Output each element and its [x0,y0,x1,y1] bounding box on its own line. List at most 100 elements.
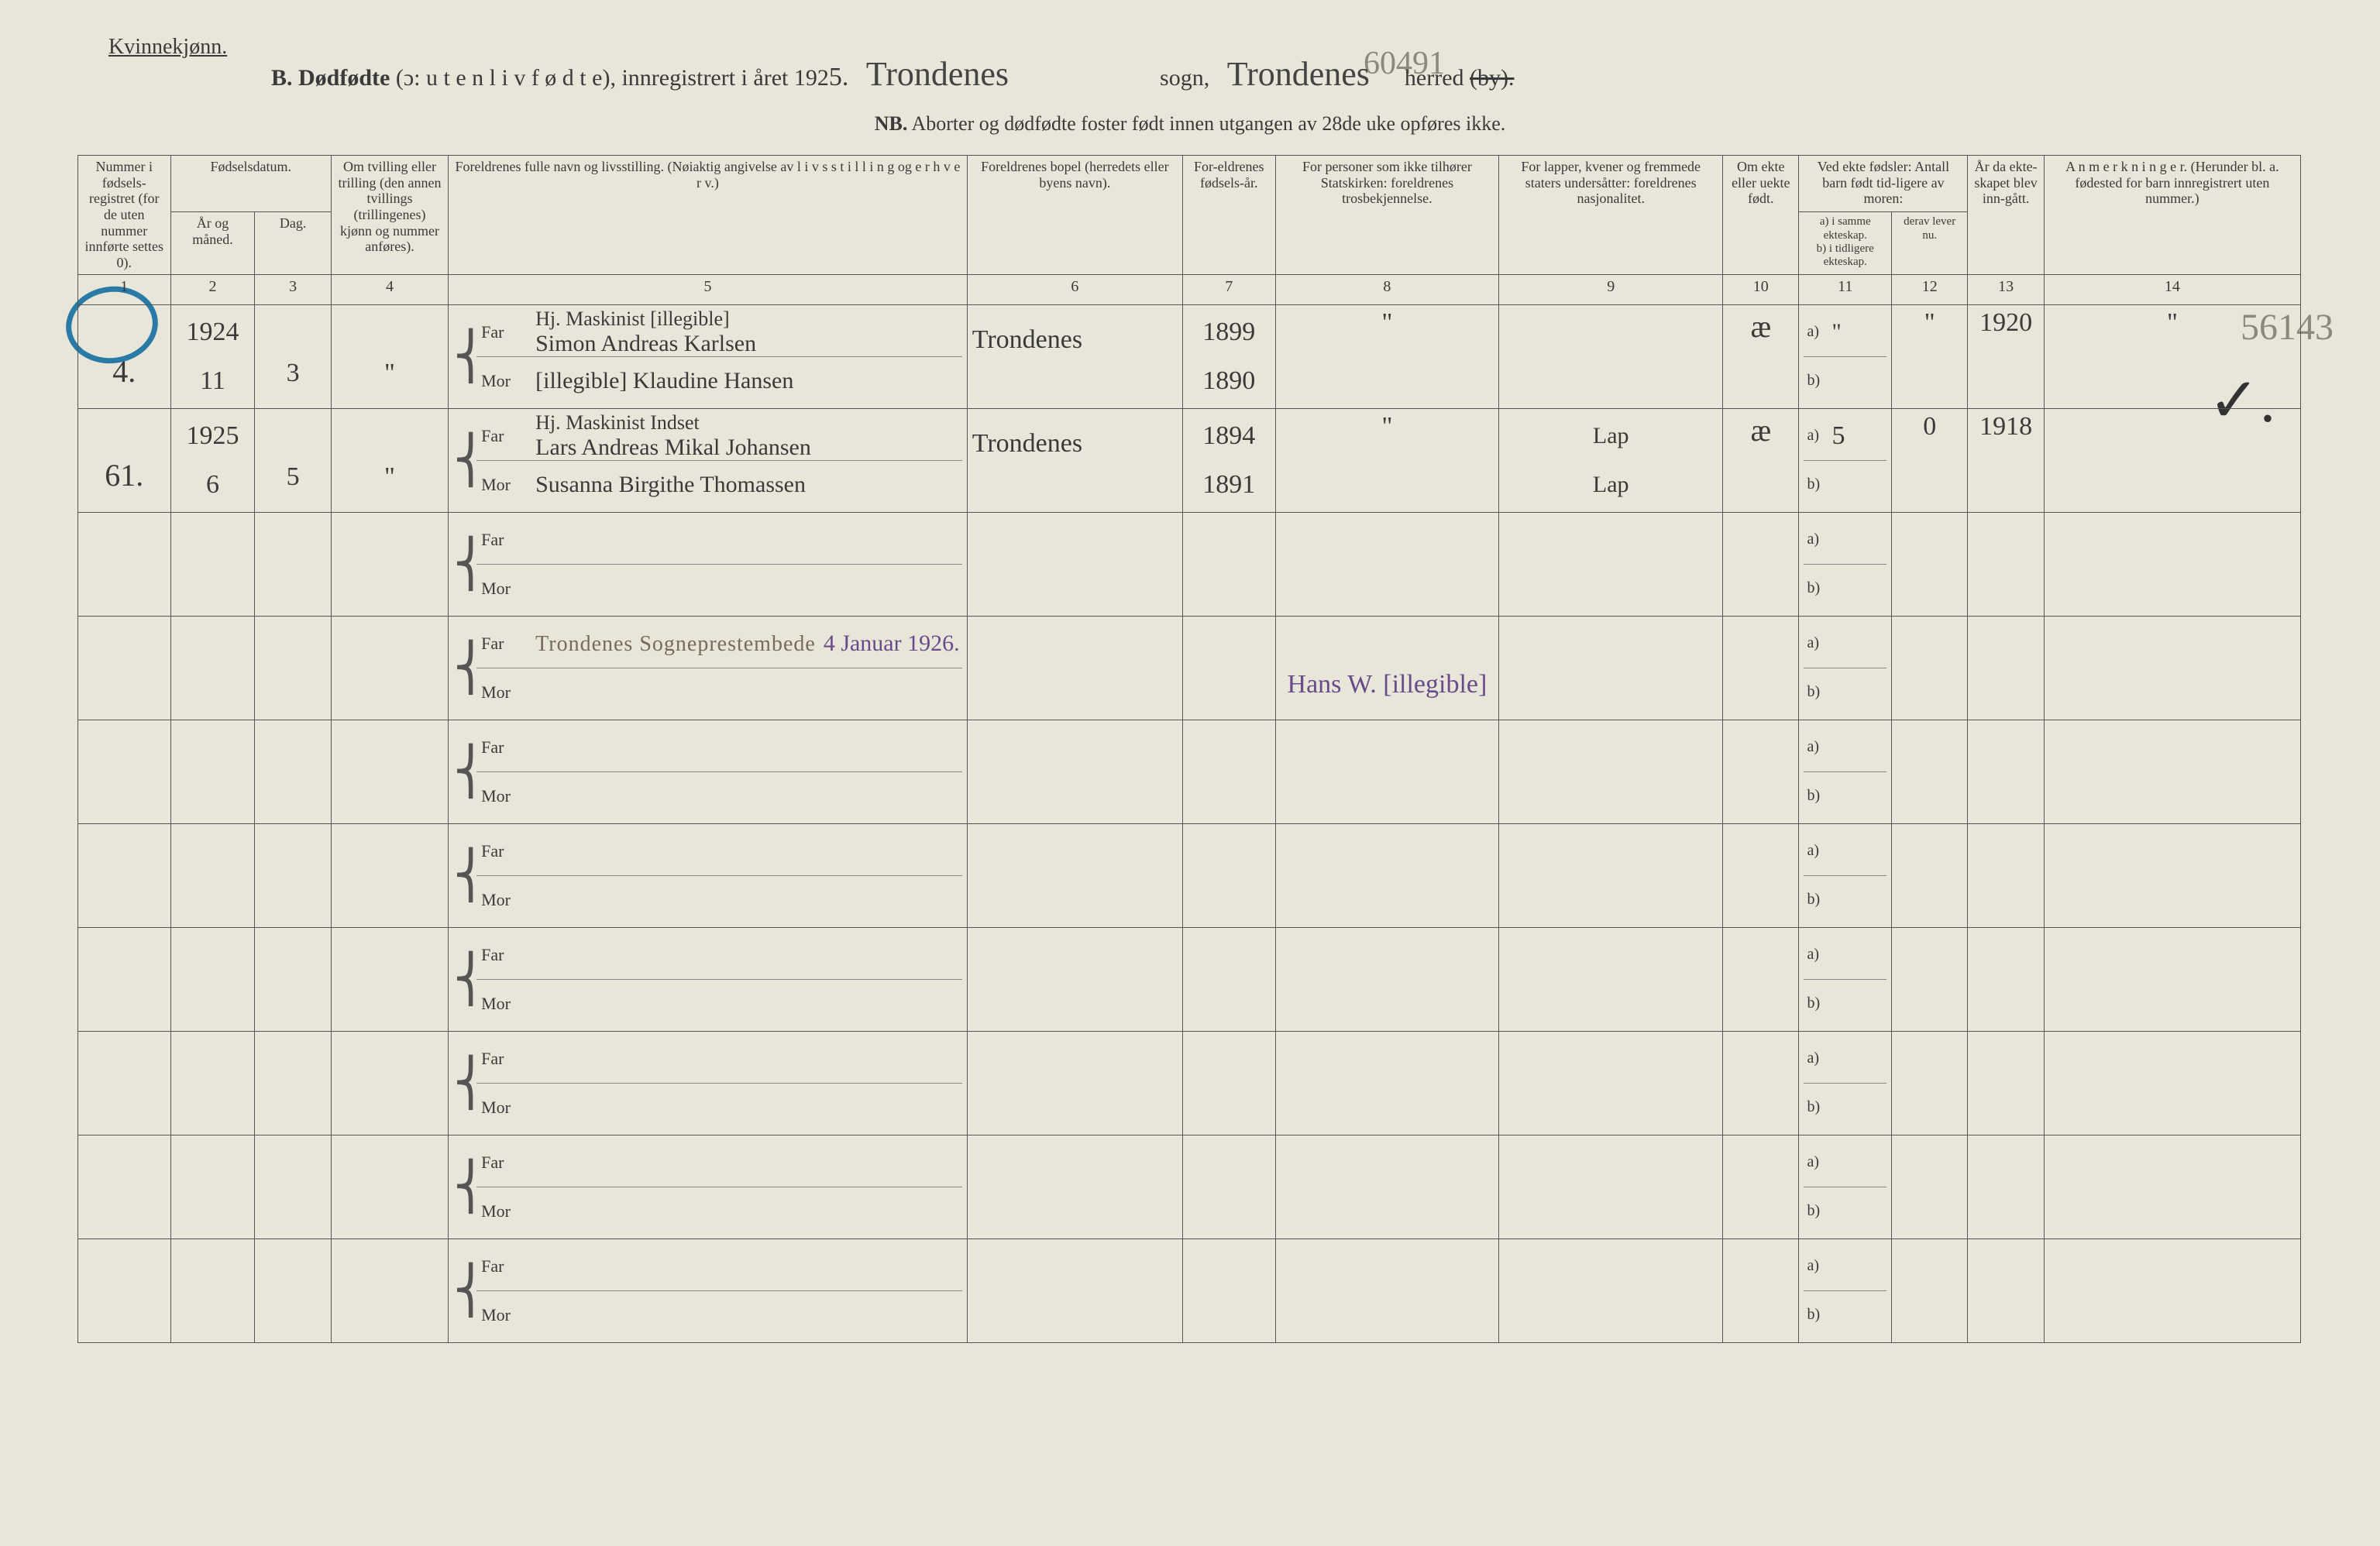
far-label: Far [476,1256,528,1276]
table-row-empty: ⎨FarMor a)b) [78,720,2301,823]
year-digit: 5. [829,63,849,91]
col-header: Ved ekte fødsler: Antall barn født tid-l… [1799,156,1968,212]
lever-value: 0 [1923,412,1936,441]
religion: " [1381,308,1392,337]
birth-day: 3 [260,359,325,388]
far-label: Far [476,945,528,965]
brace-icon: ⎨ [453,516,476,613]
col-header: Om ekte eller uekte født. [1723,156,1799,275]
table-row-closing: ⎨ Far Trondenes Sogneprestembede 4 Janua… [78,616,2301,720]
colnum: 14 [2044,274,2300,304]
colnum: 4 [331,274,448,304]
brace-icon: ⎨ [453,827,476,924]
brace-icon: ⎨ [453,620,476,716]
col-header: Foreldrenes fulle navn og livsstilling. … [449,156,968,275]
far-label: Far [476,426,528,446]
colnum: 13 [1968,274,2044,304]
a-label: a) [1804,738,1827,756]
col-header: a) i samme ekteskap. b) i tidligere ekte… [1799,212,1892,275]
twin-mark: " [336,359,443,388]
col-header: Om tvilling eller trilling (den annen tv… [331,156,448,275]
b-label: b) [1804,891,1827,909]
brace-icon: ⎨ [453,412,476,509]
nb-note: NB. Aborter og dødfødte foster født inne… [0,112,2380,136]
father-birthyear: 1894 [1188,421,1271,451]
prior-children-cell: a)5 b) [1799,408,1892,512]
col-header: Dag. [255,212,331,275]
b-label: b) [1804,995,1827,1012]
table-row-empty: ⎨Far Mor a) b) [78,823,2301,927]
col-sub: b) i tidligere ekteskap. [1817,242,1874,268]
mother-birthyear: 1890 [1188,366,1271,396]
mother-birthyear: 1891 [1188,470,1271,500]
a-label: a) [1804,427,1827,445]
nationality-mor: Lap [1504,472,1718,498]
sogn-label: sogn, [1160,65,1209,91]
marriage-year: 1920 [1979,308,2032,337]
colnum: 12 [1892,274,1968,304]
parish-stamp: Trondenes Sogneprestembede [535,632,816,656]
table-row: 4. 1924 11 3 " ⎨ Far Hj. Maskinist [78,304,2301,408]
twin-mark: " [336,462,443,492]
far-label: Far [476,1153,528,1173]
b-label: b) [1804,683,1827,701]
table-row-empty: ⎨FarMor a)b) [78,927,2301,1031]
b-label: b) [1804,1306,1827,1324]
brace-icon: ⎨ [453,931,476,1028]
a-value: " [1827,319,1886,345]
b-label: b) [1804,1202,1827,1220]
mor-label: Mor [476,786,528,806]
signature: Hans W. [illegible] [1281,670,1494,699]
struck-by: (by). [1470,65,1514,91]
colnum: 1 [78,274,171,304]
a-label: a) [1804,531,1827,548]
far-label: Far [476,841,528,861]
a-label: a) [1804,842,1827,860]
birth-year: 1924 [176,318,250,347]
herred-label: herred [1405,65,1464,91]
column-number-row: 1 2 3 4 5 6 7 8 9 10 11 12 13 14 [78,274,2301,304]
col-header: Foreldrenes bopel (herredets eller byens… [967,156,1182,275]
colnum: 5 [449,274,968,304]
residence: Trondenes [972,429,1178,459]
b-label: b) [1804,579,1827,597]
col-header: For personer som ikke tilhører Statskirk… [1275,156,1499,275]
table-row-empty: ⎨FarMor a)b) [78,512,2301,616]
col-header: Fødselsdatum. [170,156,331,212]
col-header: År og måned. [170,212,255,275]
b-label: b) [1804,1098,1827,1116]
table-body: 4. 1924 11 3 " ⎨ Far Hj. Maskinist [78,304,2301,1342]
colnum: 7 [1182,274,1275,304]
section-letter: B. [271,65,293,91]
register-table: Nummer i fødsels-registret (for de uten … [77,155,2301,1343]
mor-label: Mor [476,1098,528,1118]
b-label: b) [1804,787,1827,805]
father-name: Lars Andreas Mikal Johansen [535,435,962,461]
table-row: 61. 1925 6 5 " ⎨ Far Hj. Maskinist [78,408,2301,512]
ekte: æ [1750,413,1771,448]
birth-day: 5 [260,462,325,492]
mother-name: [illegible] Klaudine Hansen [528,368,962,394]
colnum: 2 [170,274,255,304]
page-title-line: B. Dødfødte (ɔ: u t e n l i v f ø d t e)… [271,54,2208,94]
mor-label: Mor [476,890,528,910]
prior-children-cell: a)" b) [1799,304,1892,408]
colnum: 3 [255,274,331,304]
col-sub: a) i samme ekteskap. [1820,215,1871,241]
parents-cell: ⎨ Far Hj. Maskinist Indset Lars Andreas … [449,408,968,512]
father-birthyear: 1899 [1188,318,1271,347]
nationality-far: Lap [1504,423,1718,449]
colnum: 8 [1275,274,1499,304]
religion: " [1381,412,1392,441]
a-label: a) [1804,1153,1827,1171]
col-header: For lapper, kvener og fremmede staters u… [1499,156,1723,275]
birth-year: 1925 [176,421,250,451]
b-label: b) [1804,372,1827,390]
col-header: A n m e r k n i n g e r. (Herunder bl. a… [2044,156,2300,275]
birth-month: 11 [176,366,250,396]
sogn-name: Trondenes [866,55,1009,93]
far-label: Far [476,1049,528,1069]
a-label: a) [1804,323,1827,341]
a-label: a) [1804,946,1827,964]
nb-prefix: NB. [875,112,908,135]
